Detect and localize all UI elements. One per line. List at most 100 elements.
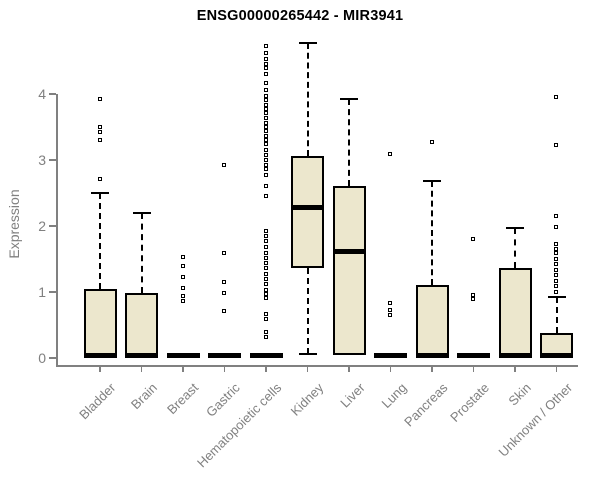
outlier-point-hematopoietic-cells [263,147,268,152]
outlier-point-hematopoietic-cells [263,234,268,239]
outlier-point-gastric [222,290,226,295]
upper-whisker-cap-skin [506,226,524,229]
outlier-point-breast [180,286,185,291]
outlier-point-prostate [471,297,475,302]
box-kidney [291,156,324,269]
outlier-point-unknown-other [554,225,558,230]
outlier-point-hematopoietic-cells [263,311,268,316]
outlier-point-hematopoietic-cells [263,57,268,62]
outlier-point-unknown-other [554,251,558,256]
x-axis-tick [306,366,309,372]
outlier-point-breast [180,255,185,260]
outlier-point-hematopoietic-cells [263,142,268,147]
x-axis-tick [182,366,184,372]
outlier-point-hematopoietic-cells [263,317,268,322]
outlier-point-unknown-other [554,214,558,219]
upper-whisker-cap-unknown-other [547,296,566,299]
chart-title: ENSG00000265442 - MIR3941 [196,8,404,24]
outlier-point-lung [388,307,392,312]
y-axis-tick [49,225,56,227]
outlier-point-hematopoietic-cells [263,80,268,85]
outlier-point-hematopoietic-cells [263,271,268,276]
median-line-lung [374,352,407,358]
outlier-point-hematopoietic-cells [263,296,268,301]
box-liver [332,186,366,355]
upper-whisker-pancreas [431,181,433,286]
outlier-point-prostate [471,236,475,241]
outlier-point-hematopoietic-cells [263,87,268,92]
median-line-bladder [83,352,117,358]
outlier-point-hematopoietic-cells [263,66,268,71]
outlier-point-gastric [222,280,226,285]
outlier-point-unknown-other [554,261,558,266]
outlier-point-hematopoietic-cells [263,102,268,107]
x-tick-label-liver: Liver [337,380,368,411]
outlier-point-gastric [222,250,226,255]
upper-whisker-unknown-other [555,297,558,333]
y-axis-tick [49,291,56,293]
upper-whisker-cap-pancreas [423,180,441,183]
x-axis-line [56,365,578,367]
median-line-breast [166,352,200,358]
median-line-liver [332,248,366,254]
median-line-brain [125,352,158,358]
outlier-point-unknown-other [554,142,558,147]
box-pancreas [415,285,449,358]
outlier-point-hematopoietic-cells [263,239,268,244]
x-axis-tick [99,366,101,372]
outlier-point-hematopoietic-cells [263,287,268,292]
median-line-kidney [291,205,324,211]
outlier-point-pancreas [429,139,434,144]
outlier-point-hematopoietic-cells [263,167,268,172]
upper-whisker-brain [140,212,143,294]
median-line-hematopoietic-cells [249,352,283,358]
outlier-point-hematopoietic-cells [263,250,268,255]
y-tick-label: 4 [38,86,46,102]
x-tick-label-lung: Lung [378,380,410,412]
outlier-point-unknown-other [554,273,558,277]
outlier-point-bladder [97,124,102,129]
y-axis-tick [49,357,56,359]
outlier-point-hematopoietic-cells [263,255,268,260]
outlier-point-hematopoietic-cells [263,137,268,142]
outlier-point-bladder [97,96,102,101]
outlier-point-hematopoietic-cells [263,50,268,55]
outlier-point-hematopoietic-cells [263,183,268,188]
outlier-point-hematopoietic-cells [263,335,268,340]
outlier-point-hematopoietic-cells [263,276,268,281]
upper-whisker-bladder [99,193,101,290]
outlier-point-unknown-other [554,278,558,283]
median-line-skin [498,352,532,358]
outlier-point-gastric [222,162,226,167]
x-tick-label-brain: Brain [128,380,161,413]
outlier-point-lung [388,301,392,306]
x-axis-tick [431,366,433,372]
outlier-point-bladder [97,137,102,142]
outlier-point-hematopoietic-cells [263,162,268,167]
outlier-point-hematopoietic-cells [263,120,268,125]
x-axis-tick [265,366,267,372]
upper-whisker-liver [348,98,350,187]
outlier-point-lung [388,312,392,317]
outlier-point-bladder [97,129,102,134]
median-line-prostate [457,352,490,358]
box-skin [498,267,532,358]
median-line-gastric [208,352,241,358]
x-tick-label-unknown-other: Unknown / Other [495,380,576,460]
outlier-point-lung [388,152,392,157]
outlier-point-hematopoietic-cells [263,193,268,198]
upper-whisker-kidney [306,43,309,157]
outlier-point-hematopoietic-cells [263,124,268,129]
outlier-point-unknown-other [554,94,558,99]
outlier-point-unknown-other [554,267,558,272]
x-tick-label-kidney: Kidney [287,380,327,419]
outlier-point-hematopoietic-cells [263,228,268,233]
y-axis-line [56,94,58,365]
outlier-point-breast [180,264,185,269]
x-axis-tick [389,366,392,372]
outlier-point-hematopoietic-cells [263,261,268,266]
y-axis-tick [49,159,56,161]
x-axis-tick [555,366,558,372]
outlier-point-hematopoietic-cells [263,266,268,271]
